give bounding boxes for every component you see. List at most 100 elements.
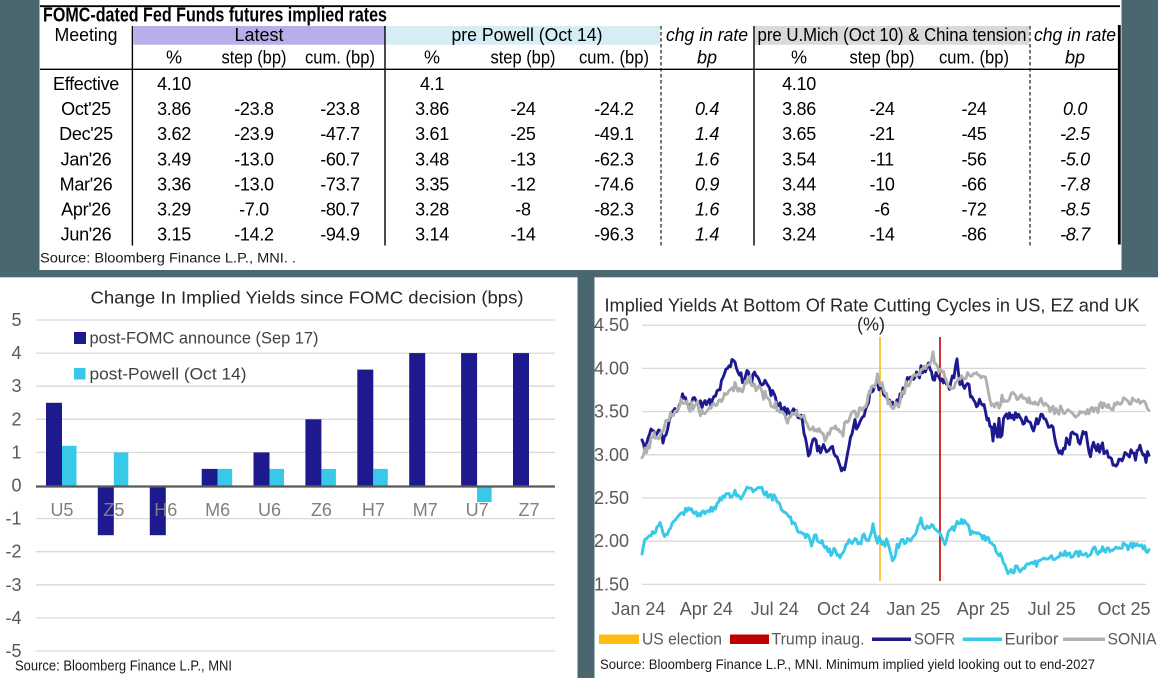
svg-text:Z6: Z6: [311, 500, 332, 520]
svg-text:2.50: 2.50: [594, 488, 629, 508]
svg-text:Effective: Effective: [53, 74, 119, 94]
svg-text:Change In Implied Yields since: Change In Implied Yields since FOMC deci…: [91, 288, 524, 308]
svg-text:-94.9: -94.9: [320, 225, 360, 245]
svg-text:-62.3: -62.3: [594, 149, 634, 169]
svg-text:0.4: 0.4: [695, 99, 719, 119]
svg-text:-47.7: -47.7: [320, 124, 360, 144]
svg-text:0.0: 0.0: [1063, 99, 1087, 119]
svg-text:Jul 25: Jul 25: [1028, 599, 1076, 619]
svg-text:3.86: 3.86: [782, 99, 816, 119]
svg-text:-23.8: -23.8: [320, 99, 360, 119]
svg-text:-24: -24: [961, 99, 986, 119]
svg-text:U5: U5: [50, 500, 73, 520]
svg-text:Z5: Z5: [103, 500, 124, 520]
svg-text:4.10: 4.10: [782, 74, 816, 94]
svg-text:-24.2: -24.2: [594, 99, 634, 119]
svg-text:4.00: 4.00: [594, 358, 629, 378]
svg-text:%: %: [424, 47, 440, 67]
svg-text:3.86: 3.86: [415, 99, 449, 119]
svg-text:-3: -3: [5, 575, 21, 595]
svg-text:SONIA: SONIA: [1108, 630, 1158, 649]
svg-text:3.29: 3.29: [157, 200, 191, 220]
svg-text:3.62: 3.62: [157, 124, 191, 144]
svg-text:US election: US election: [642, 630, 722, 649]
svg-text:Apr'26: Apr'26: [61, 200, 111, 220]
svg-text:-72: -72: [961, 200, 986, 220]
svg-text:Jan 25: Jan 25: [886, 599, 940, 619]
svg-text:2: 2: [11, 409, 21, 429]
svg-text:1.4: 1.4: [695, 225, 719, 245]
svg-text:2.00: 2.00: [594, 531, 629, 551]
svg-text:-4: -4: [5, 608, 21, 628]
svg-text:1.6: 1.6: [695, 200, 720, 220]
svg-text:step (bp): step (bp): [222, 47, 287, 67]
svg-text:-24: -24: [869, 99, 894, 119]
svg-text:chg in rate: chg in rate: [1034, 25, 1116, 45]
svg-text:step (bp): step (bp): [491, 47, 556, 67]
svg-text:M6: M6: [205, 500, 230, 520]
svg-text:3.28: 3.28: [415, 200, 449, 220]
svg-text:3.48: 3.48: [415, 149, 449, 169]
svg-text:-56: -56: [961, 149, 986, 169]
svg-text:-23.9: -23.9: [234, 124, 274, 144]
svg-text:-7.0: -7.0: [239, 200, 269, 220]
svg-text:Mar'26: Mar'26: [60, 174, 113, 194]
svg-text:1.4: 1.4: [695, 124, 719, 144]
svg-text:-10: -10: [869, 174, 894, 194]
svg-text:-8.7: -8.7: [1060, 225, 1091, 245]
svg-text:Oct 25: Oct 25: [1097, 599, 1150, 619]
svg-text:SOFR: SOFR: [914, 630, 955, 649]
svg-text:3.15: 3.15: [157, 225, 191, 245]
svg-text:-8.5: -8.5: [1060, 200, 1091, 220]
svg-text:Oct 24: Oct 24: [817, 599, 870, 619]
svg-text:3.65: 3.65: [782, 124, 816, 144]
svg-text:step (bp): step (bp): [850, 47, 915, 67]
svg-text:3.35: 3.35: [415, 174, 449, 194]
svg-text:3.00: 3.00: [594, 445, 629, 465]
svg-text:FOMC-dated Fed Funds futures i: FOMC-dated Fed Funds futures implied rat…: [43, 5, 387, 27]
svg-text:post-FOMC announce (Sep 17): post-FOMC announce (Sep 17): [90, 329, 319, 348]
svg-text:Jan 24: Jan 24: [611, 599, 665, 619]
svg-text:cum. (bp): cum. (bp): [305, 47, 375, 67]
svg-text:-2.5: -2.5: [1060, 124, 1091, 144]
svg-text:-13: -13: [510, 149, 535, 169]
svg-text:-23.8: -23.8: [234, 99, 274, 119]
svg-text:Dec'25: Dec'25: [59, 124, 113, 144]
svg-text:-2: -2: [5, 542, 21, 562]
svg-text:-12: -12: [510, 174, 535, 194]
svg-text:1: 1: [11, 442, 21, 462]
svg-text:-1: -1: [5, 509, 21, 529]
svg-text:M7: M7: [413, 500, 438, 520]
svg-text:3: 3: [11, 376, 21, 396]
svg-text:-5: -5: [5, 641, 21, 661]
svg-text:3.54: 3.54: [782, 149, 816, 169]
svg-text:-14.2: -14.2: [234, 225, 274, 245]
svg-text:3.38: 3.38: [782, 200, 816, 220]
svg-text:%: %: [791, 47, 807, 67]
svg-text:Z7: Z7: [519, 500, 540, 520]
svg-text:(%): (%): [857, 315, 885, 335]
svg-text:3.61: 3.61: [415, 124, 449, 144]
svg-text:3.44: 3.44: [782, 174, 816, 194]
svg-text:4.50: 4.50: [594, 315, 629, 335]
svg-text:-8: -8: [515, 200, 531, 220]
svg-text:3.49: 3.49: [157, 149, 191, 169]
svg-text:-25: -25: [510, 124, 535, 144]
svg-text:pre U.Mich (Oct 10) & China te: pre U.Mich (Oct 10) & China tension: [758, 25, 1027, 45]
svg-text:-49.1: -49.1: [594, 124, 634, 144]
svg-text:H6: H6: [154, 500, 177, 520]
svg-text:Apr 25: Apr 25: [957, 599, 1010, 619]
svg-text:cum. (bp): cum. (bp): [579, 47, 649, 67]
svg-text:bp: bp: [1065, 47, 1085, 67]
svg-text:-24: -24: [510, 99, 535, 119]
svg-text:U6: U6: [258, 500, 281, 520]
svg-text:chg in rate: chg in rate: [666, 25, 748, 45]
svg-text:-66: -66: [961, 174, 986, 194]
svg-text:-86: -86: [961, 225, 986, 245]
svg-text:0: 0: [11, 476, 21, 496]
svg-text:-13.0: -13.0: [234, 174, 274, 194]
svg-text:Trump inaug.: Trump inaug.: [772, 630, 865, 649]
svg-text:Meeting: Meeting: [55, 25, 118, 45]
svg-text:-80.7: -80.7: [320, 200, 360, 220]
svg-text:3.14: 3.14: [415, 225, 449, 245]
